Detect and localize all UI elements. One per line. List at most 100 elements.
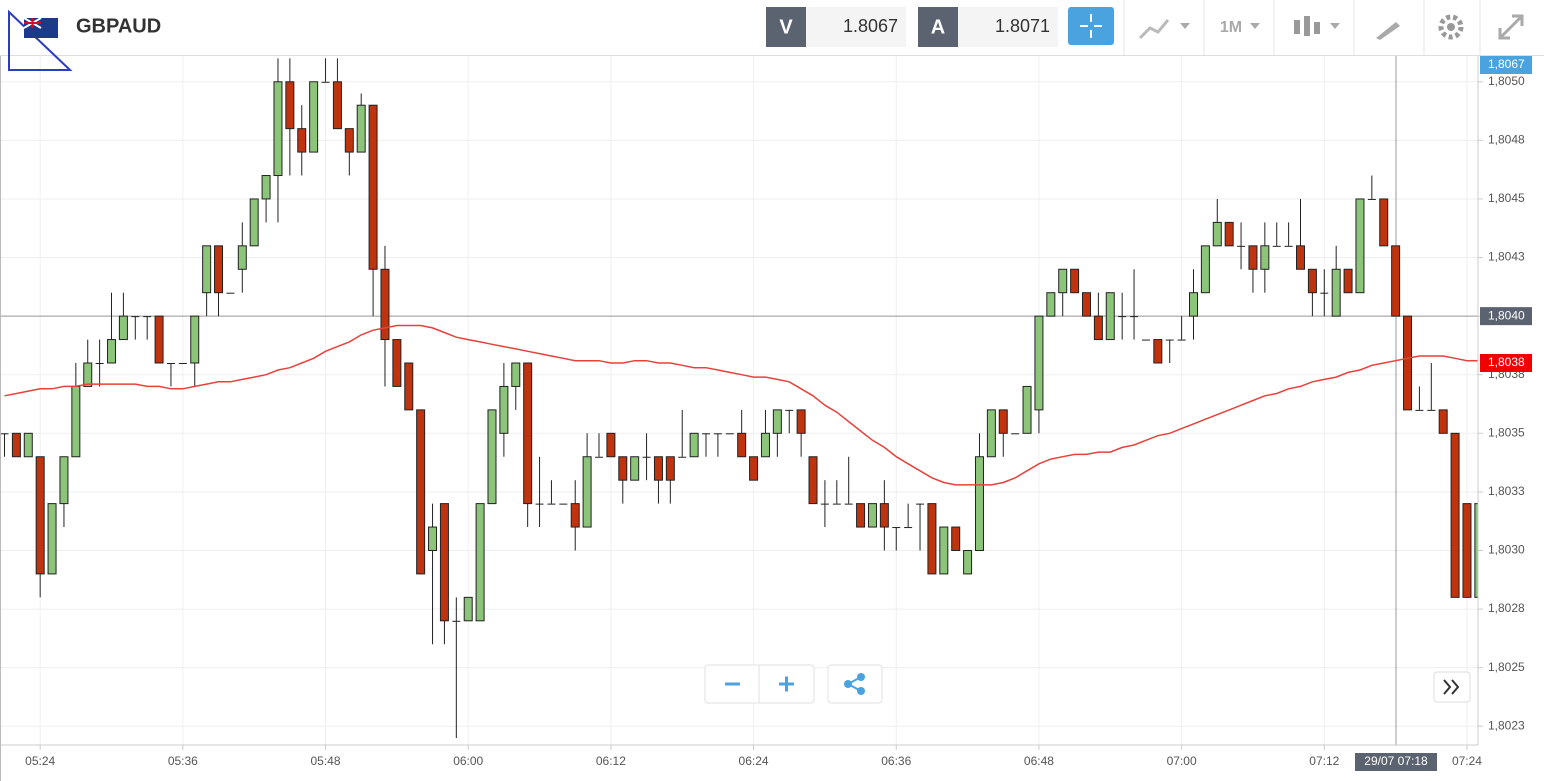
candle-body: [1022, 385, 1032, 434]
candle-body: [702, 433, 711, 435]
candle-body: [559, 503, 568, 505]
y-tick-label: 1,8043: [1488, 250, 1525, 264]
candle-body: [939, 526, 949, 575]
candle-body: [725, 433, 734, 435]
timeframe-arrow: [1250, 23, 1260, 29]
candle-body: [83, 362, 93, 387]
settings-button[interactable]: [1438, 14, 1464, 40]
chart-type-button[interactable]: [1294, 16, 1340, 36]
candle-body: [1165, 339, 1174, 341]
candle-body: [1212, 221, 1222, 247]
candle-body: [772, 409, 782, 434]
candle-body: [178, 363, 187, 365]
indicator-button[interactable]: [1138, 19, 1190, 40]
candle-body: [1058, 268, 1068, 294]
price-tag: [1480, 56, 1532, 74]
grid: [0, 56, 1478, 745]
candle-body: [237, 245, 247, 270]
flag-icon: [23, 17, 58, 38]
fullscreen-button[interactable]: [1498, 14, 1524, 40]
y-tick-label: 1,8025: [1488, 660, 1525, 674]
candle-body: [202, 245, 212, 294]
candle-body: [226, 292, 235, 294]
y-tick-label: 1,8028: [1488, 601, 1525, 615]
candle-body: [749, 456, 759, 481]
candle-body: [47, 503, 57, 575]
bid-button[interactable]: [766, 7, 806, 47]
timeframe-button[interactable]: 1M: [1220, 19, 1242, 36]
candle-body: [214, 245, 224, 294]
candle-body: [356, 104, 366, 153]
candle-body: [642, 456, 651, 458]
candle-body: [916, 503, 925, 505]
candle-body: [1391, 245, 1401, 317]
scroll-right-button[interactable]: [1433, 671, 1471, 703]
ask-price: 1.8071: [995, 16, 1050, 36]
candle-body: [380, 268, 390, 341]
candle-body: [1379, 198, 1389, 247]
candle-body: [1105, 292, 1115, 341]
toolbar-separators: [1123, 0, 1481, 55]
candle-body: [285, 81, 295, 130]
candle-body: [1081, 292, 1091, 317]
candle-body: [689, 432, 699, 458]
share-button[interactable]: [827, 664, 883, 704]
drawing-tool-triangle: [8, 9, 73, 71]
candle-body: [1034, 315, 1044, 411]
ask-label: A: [931, 16, 945, 38]
price-tag-label: 1,8038: [1488, 355, 1525, 369]
candle-body: [143, 316, 152, 318]
candle-body: [1237, 245, 1246, 247]
zoom-in-button[interactable]: [779, 676, 794, 692]
candle-body: [23, 432, 33, 458]
candle-body: [1272, 245, 1281, 247]
candle-body: [1093, 315, 1103, 341]
candle-body: [249, 198, 259, 247]
candle-body: [630, 456, 640, 481]
candle-body: [35, 456, 45, 575]
settings-center: [1447, 23, 1455, 31]
candle-body: [713, 433, 722, 435]
candle-body: [606, 432, 616, 458]
y-tick-label: 1,8050: [1488, 74, 1525, 88]
candle-body: [927, 503, 937, 575]
candle-body: [368, 104, 378, 270]
draw-button[interactable]: [1376, 22, 1400, 40]
cursor-tag: [1480, 307, 1532, 326]
candle-body: [1438, 409, 1448, 434]
candle-body: [856, 503, 866, 528]
crosshair-button[interactable]: [1068, 7, 1114, 45]
y-tick-label: 1,8023: [1488, 718, 1525, 732]
candle-body: [1320, 292, 1329, 294]
candle-body: [344, 128, 354, 153]
candle-body: [678, 456, 687, 458]
candle-body: [1224, 221, 1234, 247]
candle-body: [11, 432, 21, 458]
candle-body: [1141, 339, 1150, 341]
ask-button[interactable]: [918, 7, 958, 47]
candle-body: [963, 549, 973, 575]
candle-body: [785, 409, 794, 411]
candle-body: [808, 456, 818, 505]
x-tick-label: 06:36: [881, 754, 911, 768]
y-tick-label: 1,8030: [1488, 543, 1525, 557]
x-tick-label: 06:24: [739, 754, 769, 768]
candle-body: [1200, 245, 1210, 294]
candle-body: [321, 81, 330, 83]
x-tick-label: 06:48: [1024, 754, 1054, 768]
x-tick-label: 07:00: [1167, 754, 1197, 768]
candle-body: [820, 503, 829, 505]
candle-body: [1343, 268, 1353, 294]
candle-body: [844, 503, 853, 505]
candle-body: [1177, 339, 1186, 341]
candle-body: [118, 315, 128, 341]
candle-body: [261, 175, 271, 200]
candle-body: [392, 339, 402, 387]
x-tick-label: 07:24: [1452, 754, 1482, 768]
candle-body: [463, 596, 473, 622]
x-tick-label: 05:36: [168, 754, 198, 768]
candle-body: [332, 81, 342, 130]
candle-body: [1367, 198, 1376, 200]
candle-body: [523, 362, 533, 505]
